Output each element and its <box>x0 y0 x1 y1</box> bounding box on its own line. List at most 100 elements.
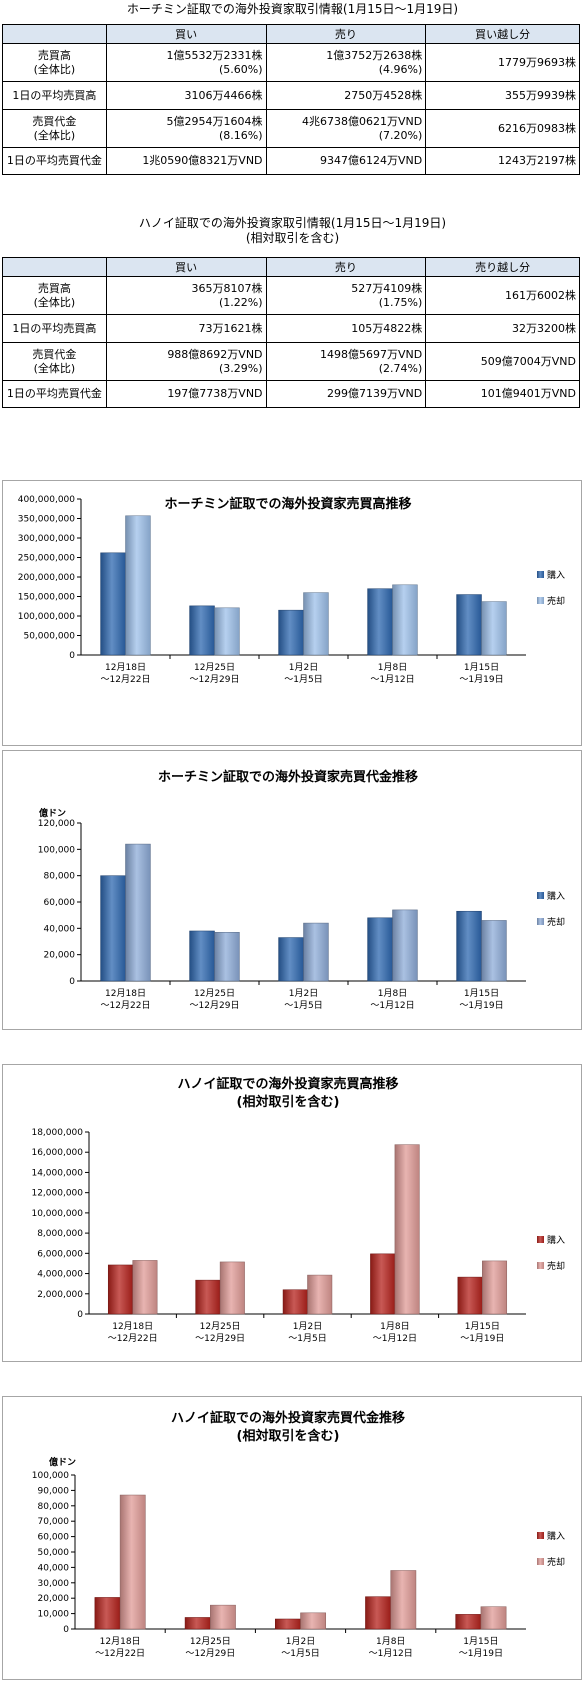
bar-売却-2 <box>307 1274 333 1315</box>
y-tick-label: 80,000 <box>38 1502 70 1512</box>
row-label: 売買代金 (全体比) <box>2 342 107 381</box>
y-tick-label: 2,000,000 <box>37 1290 83 1300</box>
x-tick-label: 12月25日 <box>190 1636 231 1647</box>
table-row: 売買代金 (全体比) 988億8692万VND (3.29%) 1498億5697万VN… <box>2 342 580 381</box>
buy-cell: 988億8692万VND (3.29%) <box>105 342 267 381</box>
x-tick-label: 〜12月29日 <box>185 1648 235 1659</box>
legend-label: 売却 <box>547 1556 565 1568</box>
legend-swatch <box>537 918 544 925</box>
bar-購入-1 <box>189 605 215 656</box>
bar-売却-0 <box>125 843 151 982</box>
chart-title: ホーチミン証取での海外投資家売買高推移 <box>164 496 411 512</box>
y-tick-label: 300,000,000 <box>18 534 76 544</box>
y-tick-label: 8,000,000 <box>37 1229 83 1239</box>
buy-cell: 365万8107株 (1.22%) <box>105 276 267 315</box>
x-tick-label: 〜1月12日 <box>369 1648 413 1659</box>
y-tick-label: 0 <box>77 1310 83 1320</box>
bar-売却-2 <box>303 922 329 982</box>
table-row: 1日の平均売買高 73万1621株 105万4822株 32万3200株 <box>2 314 580 343</box>
bar-売却-1 <box>210 1604 236 1630</box>
row-label: 1日の平均売買代金 <box>2 380 107 408</box>
hcm-table-title: ホーチミン証取での海外投資家取引情報(1月15日〜1月19日) <box>126 2 459 16</box>
bar-売却-0 <box>125 515 151 656</box>
legend-swatch <box>537 892 544 899</box>
bar-購入-3 <box>370 1253 396 1315</box>
x-tick-label: 1月8日 <box>378 988 407 999</box>
buy-cell: 1億5532万2331株 (5.60%) <box>105 43 267 82</box>
y-tick-label: 40,000 <box>44 924 76 934</box>
sell-cell: 105万4822株 <box>265 314 427 343</box>
bar-購入-3 <box>365 1596 391 1630</box>
buy-cell: 3106万4466株 <box>105 81 267 110</box>
y-axis-label: 億ドン <box>49 1456 76 1468</box>
y-tick-label: 6,000,000 <box>37 1249 83 1259</box>
x-tick-label: 〜1月12日 <box>370 1000 414 1011</box>
y-tick-label: 120,000 <box>38 819 75 829</box>
chart-hn-volume: ハノイ証取での海外投資家売買高推移 (相対取引を含む) 0 2,000,000 4,00… <box>2 1064 582 1362</box>
bar-売却-0 <box>132 1260 158 1315</box>
x-tick-label: 1月2日 <box>289 988 318 999</box>
net-cell: 101億9401万VND <box>425 380 580 408</box>
x-tick-label: 1月15日 <box>465 1321 500 1332</box>
legend-swatch <box>537 1558 544 1565</box>
y-tick-label: 18,000,000 <box>31 1128 83 1138</box>
row-label: 1日の平均売買高 <box>2 314 107 343</box>
x-tick-label: 12月18日 <box>105 662 146 673</box>
bar-売却-2 <box>300 1612 327 1630</box>
legend-label: 売却 <box>547 916 565 928</box>
sell-cell: 2750万4528株 <box>265 81 427 110</box>
x-tick-label: 12月18日 <box>112 1321 153 1332</box>
net-cell: 1779万9693株 <box>425 43 580 82</box>
bar-購入-0 <box>100 875 126 982</box>
y-tick-label: 60,000 <box>44 898 76 908</box>
x-tick-label: 〜1月5日 <box>281 1648 319 1659</box>
y-tick-label: 100,000 <box>38 845 75 855</box>
table-row: 売買高 (全体比) 1億5532万2331株 (5.60%) 1億3752万2638株(… <box>2 43 580 82</box>
x-tick-label: 〜12月29日 <box>190 674 240 685</box>
y-tick-label: 14,000,000 <box>31 1168 83 1178</box>
y-tick-label: 400,000,000 <box>18 495 76 505</box>
table-header <box>2 257 107 277</box>
buy-cell: 73万1621株 <box>105 314 267 343</box>
x-tick-label: 〜1月5日 <box>284 1000 322 1011</box>
bar-売却-1 <box>219 1261 245 1315</box>
net-cell: 509億7004万VND <box>425 342 580 381</box>
bar-購入-0 <box>107 1264 133 1315</box>
y-tick-label: 100,000 <box>32 1471 69 1481</box>
y-tick-label: 0 <box>69 651 75 661</box>
x-tick-label: 12月25日 <box>200 1321 241 1332</box>
x-tick-label: 12月18日 <box>105 988 146 999</box>
bar-購入-2 <box>274 1618 301 1630</box>
buy-cell: 5億2954万1604株 (8.16%) <box>105 109 267 148</box>
table-header <box>2 24 107 44</box>
y-tick-label: 90,000 <box>38 1486 70 1496</box>
chart-title: (相対取引を含む) <box>237 1428 340 1444</box>
x-tick-label: 〜1月5日 <box>288 1333 326 1344</box>
chart-title: ハノイ証取での海外投資家売買代金推移 <box>171 1410 405 1426</box>
row-label: 売買高 (全体比) <box>2 276 107 315</box>
legend-label: 購入 <box>547 1530 565 1542</box>
x-tick-label: 〜1月19日 <box>459 1648 503 1659</box>
x-tick-label: 1月15日 <box>463 1636 498 1647</box>
sell-cell: 4兆6738億0621万VND (7.20%) <box>265 109 427 148</box>
bar-売却-0 <box>119 1494 146 1630</box>
y-tick-label: 250,000,000 <box>18 554 76 564</box>
x-tick-label: 〜12月29日 <box>190 1000 240 1011</box>
hn-table-title: ハノイ証取での海外投資家取引情報(1月15日〜1月19日) <box>138 216 447 230</box>
row-label: 1日の平均売買高 <box>2 81 107 110</box>
net-cell: 1243万2197株 <box>425 147 580 175</box>
table-row: 1日の平均売買代金 197億7738万VND 299億7139万VND 101億940… <box>2 380 580 408</box>
table-header: 売り <box>265 257 427 277</box>
hn-trading-table: 買い 売り 売り越し分 売買高 (全体比) 365万8107株 (1.22%) 527万410… <box>2 257 580 408</box>
y-tick-label: 0 <box>69 977 75 987</box>
y-axis-label: 億ドン <box>39 807 66 819</box>
y-tick-label: 40,000 <box>38 1563 70 1573</box>
sell-cell: 527万4109株 (1.75%) <box>265 276 427 315</box>
x-tick-label: 1月15日 <box>464 662 499 673</box>
chart-title: ホーチミン証取での海外投資家売買代金推移 <box>158 769 418 785</box>
buy-cell: 1兆0590億8321万VND <box>105 147 267 175</box>
y-tick-label: 0 <box>63 1625 69 1635</box>
bar-購入-3 <box>367 917 393 982</box>
net-cell: 355万9939株 <box>425 81 580 110</box>
y-tick-label: 80,000 <box>44 872 76 882</box>
